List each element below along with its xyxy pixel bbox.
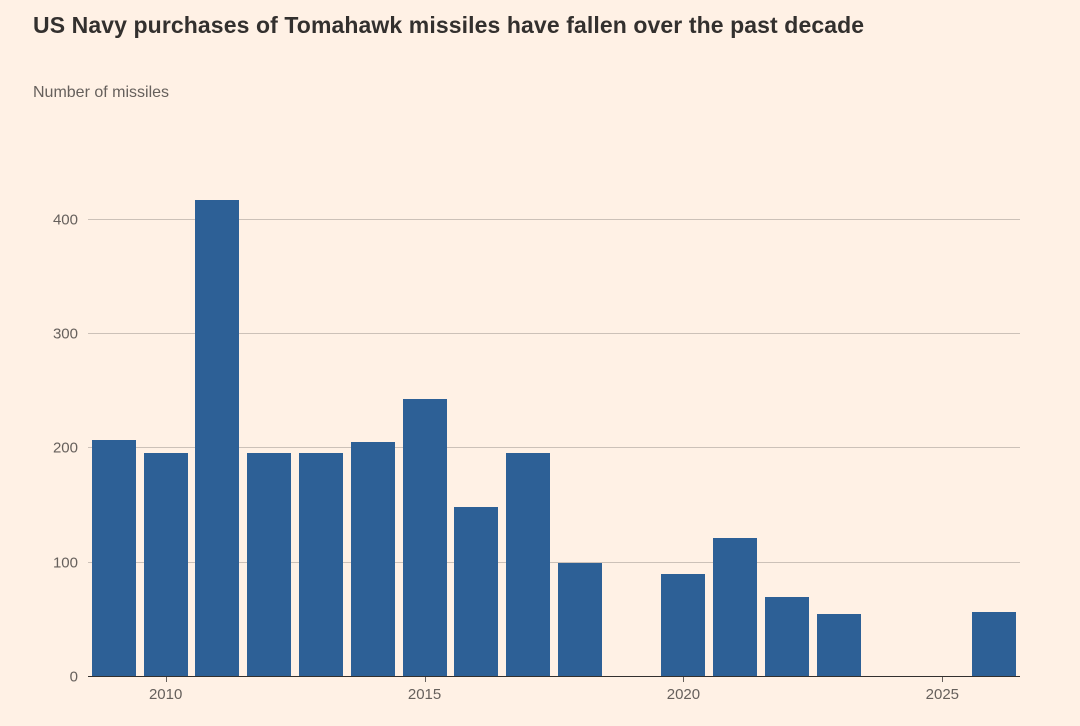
x-tick-label: 2010 bbox=[148, 686, 183, 703]
y-tick-label: 300 bbox=[52, 325, 78, 343]
x-tick-label: 2025 bbox=[925, 686, 960, 703]
x-tick-label: 2020 bbox=[666, 686, 701, 703]
gridline bbox=[88, 333, 1020, 335]
bar-2018 bbox=[557, 562, 602, 677]
gridline bbox=[88, 561, 1020, 563]
gridline bbox=[88, 447, 1020, 449]
chart-subtitle: Number of missiles bbox=[33, 84, 170, 101]
chart-title: US Navy purchases of Tomahawk missiles h… bbox=[33, 12, 865, 38]
bar-2015 bbox=[402, 399, 447, 677]
bar-2013 bbox=[298, 452, 343, 677]
x-tick bbox=[165, 677, 167, 682]
bar-2020 bbox=[661, 574, 706, 677]
bar-2010 bbox=[143, 452, 188, 677]
bar-2014 bbox=[350, 441, 395, 677]
bar-2011 bbox=[195, 200, 240, 677]
y-tick-label: 100 bbox=[52, 554, 78, 572]
x-axis-baseline bbox=[88, 676, 1020, 677]
x-tick bbox=[683, 677, 685, 682]
bar-2009 bbox=[91, 440, 136, 677]
bar-2026 bbox=[972, 611, 1017, 677]
bar-2016 bbox=[454, 506, 499, 677]
bar-2012 bbox=[247, 452, 292, 677]
bar-2023 bbox=[816, 614, 861, 677]
bar-2021 bbox=[713, 537, 758, 677]
y-tick-label: 200 bbox=[52, 439, 78, 457]
bar-2017 bbox=[506, 452, 551, 677]
y-tick-label: 0 bbox=[69, 668, 78, 686]
x-tick-label: 2015 bbox=[407, 686, 442, 703]
bar-2022 bbox=[764, 596, 809, 677]
x-tick bbox=[424, 677, 426, 682]
y-tick-label: 400 bbox=[52, 211, 78, 229]
gridline bbox=[88, 218, 1020, 220]
plot-area: 0 100 200 300 400 2010 2015 2020 2025 bbox=[53, 150, 1020, 703]
x-tick bbox=[942, 677, 944, 682]
